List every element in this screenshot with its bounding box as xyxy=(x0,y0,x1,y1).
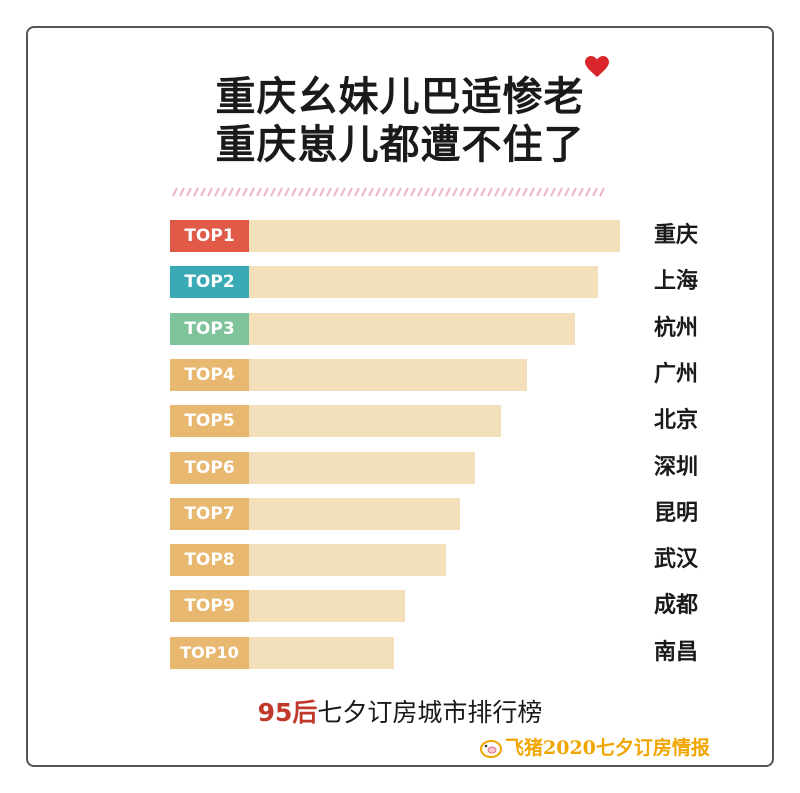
brand-footer: 飞猪2020七夕订房情报 xyxy=(480,736,710,760)
bar xyxy=(249,544,446,576)
rank-label: TOP8 xyxy=(170,544,249,576)
chart-caption: 95后七夕订房城市排行榜 xyxy=(0,693,800,729)
city-label: 昆明 xyxy=(654,501,699,526)
pig-logo-icon xyxy=(480,740,502,758)
rank-label: TOP6 xyxy=(170,452,249,484)
rank-label: TOP9 xyxy=(170,590,249,622)
title-line-2: 重庆崽儿都遭不住了 xyxy=(215,122,585,168)
bar xyxy=(249,220,620,252)
rank-label: TOP5 xyxy=(170,405,249,437)
bar xyxy=(249,590,405,622)
city-label: 上海 xyxy=(654,269,699,294)
city-label: 重庆 xyxy=(654,223,699,248)
city-label: 北京 xyxy=(654,408,699,433)
chart-card xyxy=(26,26,774,767)
rank-label: TOP4 xyxy=(170,359,249,391)
heart-icon xyxy=(585,56,609,77)
city-label: 南昌 xyxy=(654,640,699,665)
city-label: 武汉 xyxy=(654,547,699,572)
rank-label: TOP1 xyxy=(170,220,249,252)
title-line-1: 重庆幺妹儿巴适惨老 xyxy=(215,74,585,120)
decorative-stripe xyxy=(172,187,605,197)
bar xyxy=(249,266,598,298)
rank-label: TOP2 xyxy=(170,266,249,298)
bar xyxy=(249,405,501,437)
rank-label: TOP10 xyxy=(170,637,249,669)
city-label: 成都 xyxy=(654,593,699,618)
bar xyxy=(249,452,475,484)
bar xyxy=(249,313,575,345)
bar xyxy=(249,359,527,391)
rank-label: TOP7 xyxy=(170,498,249,530)
city-label: 深圳 xyxy=(654,455,699,480)
bar xyxy=(249,637,394,669)
bar xyxy=(249,498,460,530)
brand-text: 飞猪2020七夕订房情报 xyxy=(505,737,710,759)
city-label: 杭州 xyxy=(654,316,699,341)
caption-text: 七夕订房城市排行榜 xyxy=(317,698,543,727)
caption-highlight: 95后 xyxy=(257,698,318,727)
city-label: 广州 xyxy=(654,362,699,387)
rank-label: TOP3 xyxy=(170,313,249,345)
